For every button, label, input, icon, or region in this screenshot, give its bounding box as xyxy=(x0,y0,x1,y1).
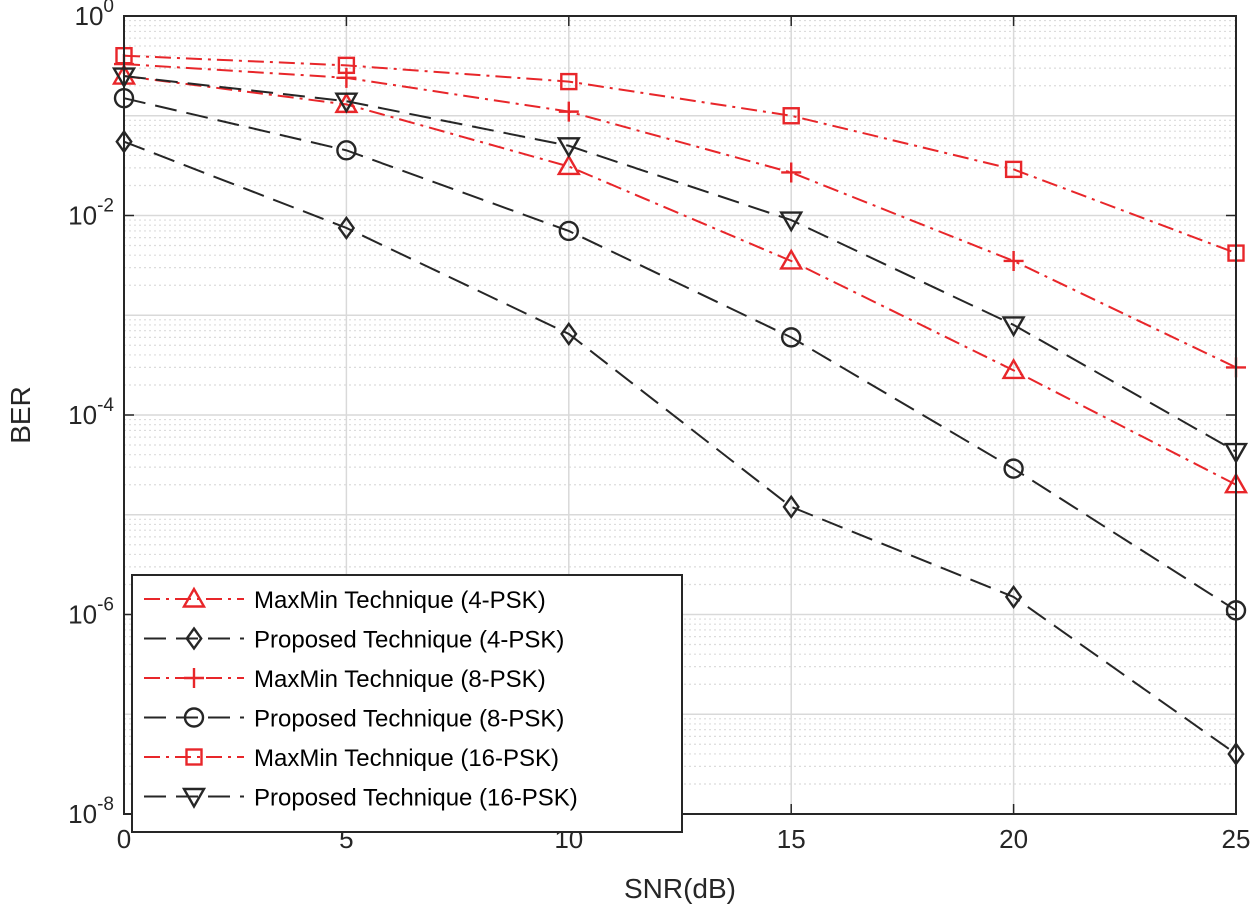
series-line xyxy=(123,140,1237,755)
legend-marker xyxy=(185,626,203,651)
data-point-marker xyxy=(336,67,357,88)
data-point-marker xyxy=(782,494,800,519)
series-line xyxy=(123,97,1237,612)
series-line xyxy=(123,63,1237,369)
legend-label: Proposed Technique (16-PSK) xyxy=(254,785,578,812)
data-point-marker xyxy=(1004,584,1023,609)
data-point-marker xyxy=(782,107,800,125)
x-axis-label: SNR(dB) xyxy=(624,873,736,904)
legend-marker xyxy=(181,787,207,809)
x-tick-label: 0 xyxy=(117,824,131,854)
data-point-marker xyxy=(337,215,356,241)
legend-item: MaxMin Technique (4-PSK) xyxy=(144,586,546,614)
legend-marker xyxy=(181,586,207,608)
legend-item: MaxMin Technique (16-PSK) xyxy=(144,745,559,772)
data-point-marker xyxy=(556,137,581,159)
x-tick-label: 15 xyxy=(777,824,806,854)
legend-item: Proposed Technique (8-PSK) xyxy=(144,706,564,733)
y-axis-label: BER xyxy=(5,386,36,444)
y-tick-label: 100 xyxy=(75,0,115,31)
legend-box xyxy=(131,574,683,833)
y-tick-label: 10-8 xyxy=(68,794,114,829)
y-axis-ticks: 100 10-2 10-4 10-6 10-8 xyxy=(68,0,1236,829)
data-point-marker xyxy=(781,327,802,348)
series-5 xyxy=(115,46,1245,262)
data-point-marker xyxy=(560,72,578,91)
legend-label: MaxMin Technique (4-PSK) xyxy=(254,587,546,614)
series-line xyxy=(123,75,1237,486)
legend-label: MaxMin Technique (8-PSK) xyxy=(254,666,546,693)
legend: MaxMin Technique (4-PSK) Proposed Techniq… xyxy=(131,574,683,833)
legend-marker xyxy=(184,668,204,688)
y-tick-label: 10-2 xyxy=(68,196,114,231)
y-tick-label: 10-4 xyxy=(68,395,114,430)
legend-marker xyxy=(185,748,203,766)
legend-item: Proposed Technique (4-PSK) xyxy=(144,626,564,654)
data-point-marker xyxy=(779,248,804,270)
data-point-marker xyxy=(560,321,578,346)
legend-label: MaxMin Technique (16-PSK) xyxy=(254,745,559,772)
data-point-marker xyxy=(1004,160,1023,179)
x-tick-label: 20 xyxy=(999,824,1028,854)
series-4 xyxy=(113,87,1247,621)
data-point-marker xyxy=(1003,250,1024,271)
data-point-marker xyxy=(1001,357,1026,380)
data-point-marker xyxy=(334,92,359,114)
data-point-marker xyxy=(1003,458,1024,479)
data-point-marker xyxy=(779,211,804,233)
legend-item: MaxMin Technique (8-PSK) xyxy=(144,666,546,693)
data-point-marker xyxy=(1001,316,1026,338)
data-point-marker xyxy=(558,220,579,242)
data-point-marker xyxy=(556,154,581,176)
data-point-marker xyxy=(337,56,356,75)
series-1 xyxy=(111,63,1249,494)
data-point-marker xyxy=(781,162,802,183)
series-line xyxy=(123,75,1237,453)
y-tick-label: 10-6 xyxy=(68,595,114,630)
series-line xyxy=(123,54,1237,255)
legend-marker xyxy=(183,707,205,728)
data-point-marker xyxy=(336,140,357,161)
legend-label: Proposed Technique (4-PSK) xyxy=(254,627,564,654)
legend-label: Proposed Technique (8-PSK) xyxy=(254,706,564,733)
x-tick-label: 25 xyxy=(1222,824,1251,854)
series-layer xyxy=(111,46,1249,766)
data-point-marker xyxy=(558,101,579,122)
legend-item: Proposed Technique (16-PSK) xyxy=(144,785,578,812)
